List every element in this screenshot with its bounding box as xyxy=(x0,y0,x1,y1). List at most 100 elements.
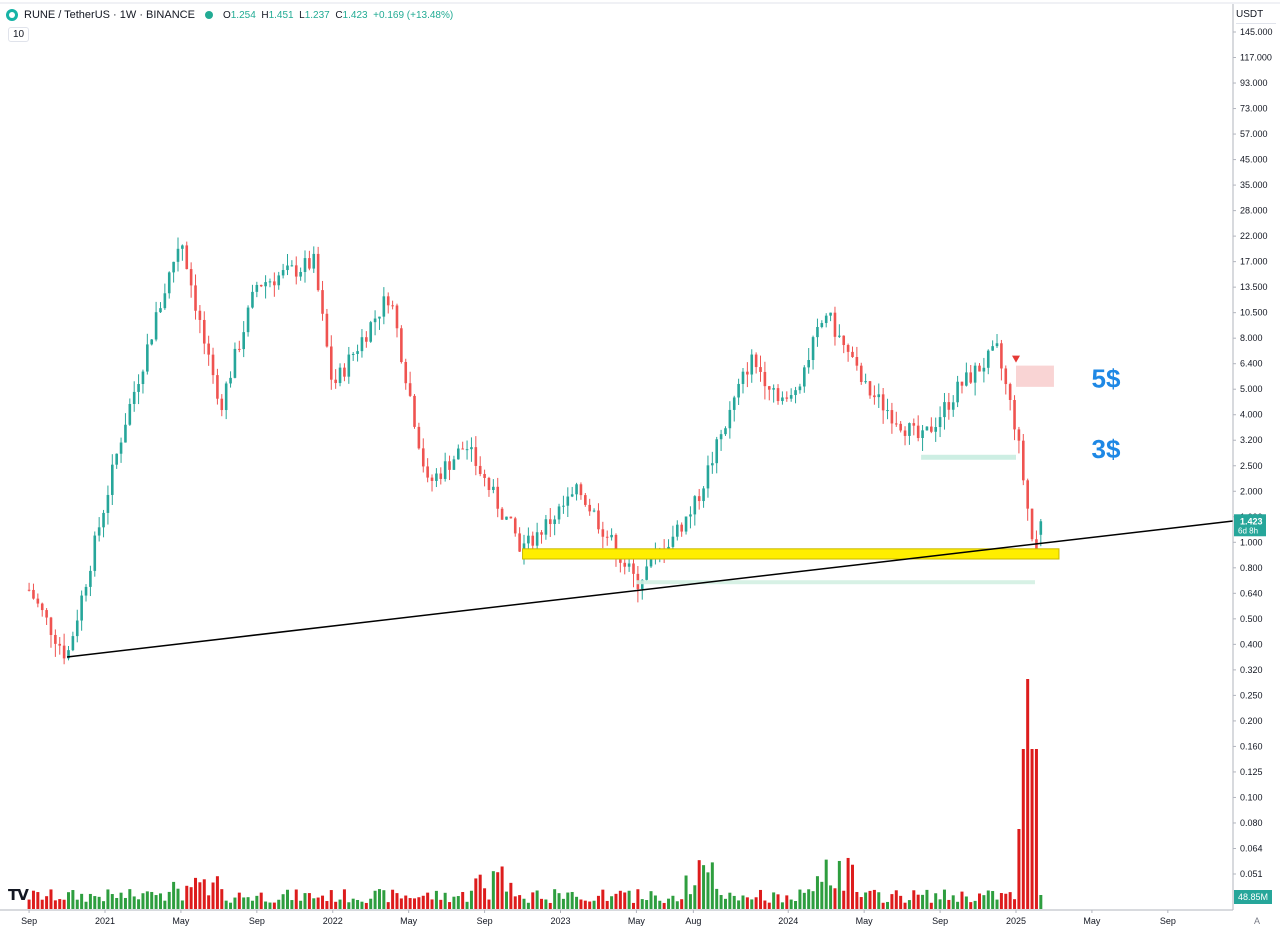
candle-body xyxy=(150,339,154,345)
volume-bar xyxy=(921,894,925,909)
volume-bar xyxy=(737,900,741,909)
volume-bar xyxy=(732,895,736,909)
volume-indicator-badge[interactable]: 10 xyxy=(8,27,30,42)
y-tick-label: 13.500 xyxy=(1240,282,1268,292)
candle-body xyxy=(312,253,316,269)
candle-body xyxy=(49,617,53,635)
candle-body xyxy=(84,586,88,596)
candle-body xyxy=(873,395,876,398)
volume-bar xyxy=(110,894,114,909)
volume-bar xyxy=(561,898,565,909)
volume-bar xyxy=(478,874,482,909)
y-tick-label: 8.000 xyxy=(1240,333,1263,343)
candle-body xyxy=(338,367,342,384)
mid-zone[interactable] xyxy=(921,454,1016,460)
volume-bar xyxy=(811,891,815,909)
volume-bar xyxy=(702,865,706,909)
volume-bar xyxy=(759,889,763,909)
volume-bar xyxy=(185,885,189,909)
candle-body xyxy=(772,388,775,390)
candle-body xyxy=(833,312,837,337)
currency-selector[interactable]: USDT xyxy=(1236,9,1276,24)
candle-body xyxy=(557,506,561,520)
volume-bar xyxy=(710,862,714,909)
volume-bar xyxy=(513,896,517,909)
candle-body xyxy=(356,351,359,354)
time-axis[interactable]: Sep 2021 May Sep 2022 May Sep 2023 May Aug 2024 May… xyxy=(21,910,1176,926)
y-tick-label: 45.000 xyxy=(1240,155,1268,165)
candle-body xyxy=(680,524,683,532)
volume-bar xyxy=(868,890,872,909)
volume-bar xyxy=(850,864,854,909)
trendline[interactable] xyxy=(66,520,1234,658)
candle-body xyxy=(868,381,872,396)
y-tick-label: 0.800 xyxy=(1240,563,1263,573)
volume-bar xyxy=(894,890,898,909)
volume-bar xyxy=(772,892,776,909)
candle-body xyxy=(382,296,386,317)
candle-body xyxy=(343,367,346,377)
last-price-value: 1.423 xyxy=(1240,516,1263,526)
volume-bar xyxy=(391,889,395,909)
low-zone[interactable] xyxy=(636,580,1035,585)
candle-body xyxy=(378,316,381,319)
volume-bar xyxy=(430,899,434,909)
candle-body xyxy=(124,424,127,443)
support-zone[interactable] xyxy=(522,548,1060,560)
volume-bar xyxy=(1013,899,1017,909)
candle-body xyxy=(697,496,701,502)
volume-bar xyxy=(596,895,600,909)
candle-body xyxy=(329,346,333,380)
rune-logo-icon xyxy=(6,9,18,21)
candle-body xyxy=(807,360,810,368)
candle-body xyxy=(443,461,447,479)
volume-bar xyxy=(123,897,127,909)
candle-body xyxy=(1004,368,1008,385)
candle-body xyxy=(978,365,981,372)
x-tick-label: May xyxy=(856,916,874,926)
candle-body xyxy=(27,589,31,591)
volume-bar xyxy=(399,898,403,909)
volume-bar xyxy=(1026,679,1030,909)
y-tick-label: 0.080 xyxy=(1240,818,1263,828)
candle-body xyxy=(943,402,946,418)
volume-bar xyxy=(158,893,162,909)
volume-bar xyxy=(115,897,119,909)
volume-bar xyxy=(88,893,92,909)
auto-scale-button[interactable]: A xyxy=(1254,916,1261,926)
volume-bar xyxy=(268,902,272,909)
candle-body xyxy=(518,533,521,552)
volume-bar xyxy=(469,890,473,909)
y-tick-label: 0.051 xyxy=(1240,869,1263,879)
volume-bar xyxy=(723,898,727,909)
candle-body xyxy=(373,318,377,323)
volume-bar xyxy=(601,889,605,909)
candle-body xyxy=(938,417,942,428)
candle-body xyxy=(115,453,118,465)
symbol-title[interactable]: RUNE / TetherUS · 1W · BINANCE xyxy=(24,9,195,21)
volume-bar xyxy=(553,889,557,909)
candle-body xyxy=(32,589,35,599)
volume-bar xyxy=(824,859,828,909)
resistance-zone[interactable] xyxy=(1016,365,1054,387)
candle-body xyxy=(102,512,105,528)
candle-body xyxy=(842,335,846,346)
candle-body xyxy=(106,494,110,513)
candle-body xyxy=(553,519,556,525)
y-tick-label: 6.400 xyxy=(1240,359,1263,369)
volume-bar xyxy=(842,890,846,909)
candle-body xyxy=(724,428,727,435)
candle-body xyxy=(408,383,412,396)
candle-body xyxy=(334,379,337,384)
x-tick-label: May xyxy=(1083,916,1101,926)
candle-body xyxy=(207,343,210,355)
ohlc-values: O1.254 H1.451 L1.237 C1.423 +0.169 (+13.… xyxy=(222,9,454,21)
candle-body xyxy=(763,371,767,387)
volume-bar xyxy=(881,902,885,909)
price-axis[interactable]: 145.000 117.000 93.000 73.000 57.000 45.000 35… xyxy=(1233,27,1273,879)
volume-bar xyxy=(934,893,938,909)
candle-body xyxy=(452,459,456,470)
candle-body xyxy=(781,397,784,402)
y-tick-label: 93.000 xyxy=(1240,78,1268,88)
